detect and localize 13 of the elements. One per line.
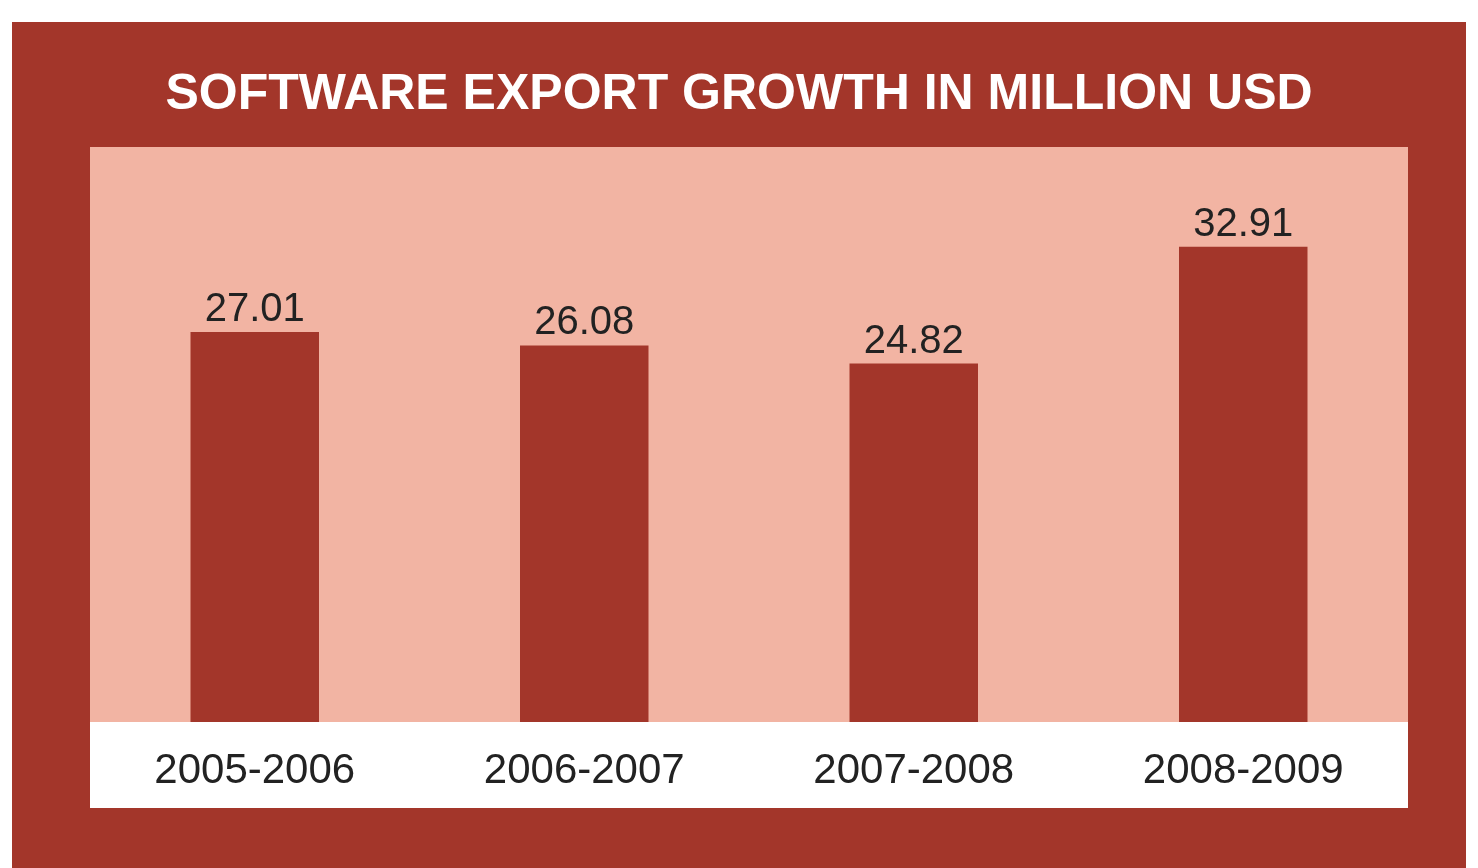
data-label: 24.82 bbox=[863, 316, 964, 361]
x-tick-label: 2008-2009 bbox=[1142, 745, 1344, 792]
x-tick-label: 2005-2006 bbox=[154, 745, 356, 792]
bar bbox=[520, 345, 649, 722]
data-label: 32.91 bbox=[1193, 199, 1294, 244]
bar bbox=[1179, 246, 1308, 722]
bar bbox=[849, 363, 978, 722]
data-label: 27.01 bbox=[204, 284, 305, 329]
chart-title: SOFTWARE EXPORT GROWTH IN MILLION USD bbox=[165, 63, 1313, 120]
bar bbox=[190, 331, 319, 722]
x-tick-label: 2007-2008 bbox=[813, 745, 1015, 792]
data-label: 26.08 bbox=[534, 298, 635, 343]
x-tick-label: 2006-2007 bbox=[483, 745, 685, 792]
